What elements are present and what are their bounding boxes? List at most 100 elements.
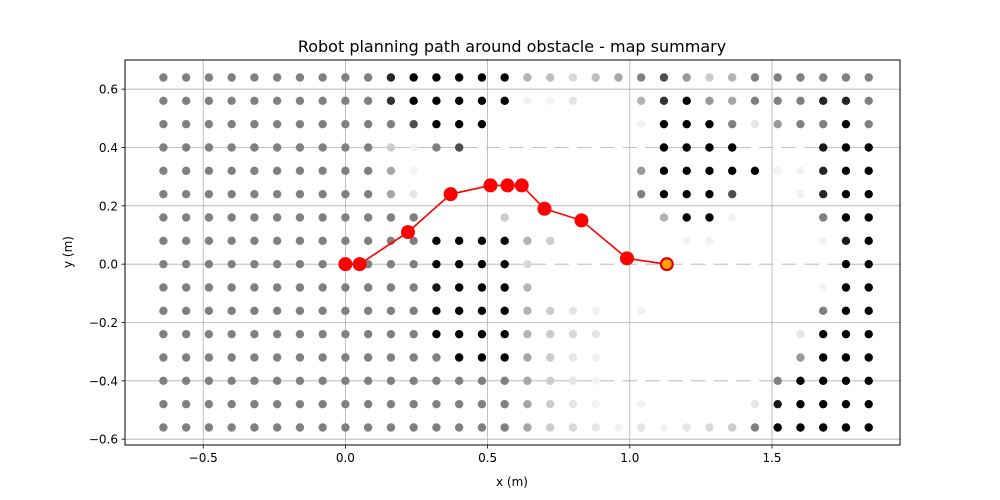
occupancy-cell xyxy=(477,283,487,292)
path-waypoint xyxy=(443,187,458,202)
occupancy-cell xyxy=(250,143,259,152)
occupancy-cell xyxy=(545,376,555,386)
occupancy-cell xyxy=(181,189,191,199)
occupancy-cell xyxy=(773,236,782,246)
occupancy-cell xyxy=(728,143,737,152)
occupancy-cell xyxy=(705,306,714,316)
occupancy-cell xyxy=(272,399,282,409)
occupancy-cell xyxy=(819,259,828,269)
occupancy-cell xyxy=(341,73,350,82)
occupancy-cell xyxy=(341,119,350,129)
x-tick-label: 1.0 xyxy=(620,451,639,465)
occupancy-cell xyxy=(454,399,464,409)
occupancy-cell xyxy=(477,376,487,386)
occupancy-cell xyxy=(181,423,191,432)
occupancy-cell xyxy=(477,329,487,339)
occupancy-cell xyxy=(796,166,805,176)
occupancy-cell xyxy=(796,399,805,409)
occupancy-cell xyxy=(682,143,691,152)
occupancy-cell xyxy=(432,423,441,432)
occupancy-cell xyxy=(545,189,555,199)
occupancy-cell xyxy=(545,119,555,129)
occupancy-cell xyxy=(568,73,578,82)
occupancy-cell xyxy=(819,189,828,199)
occupancy-cell xyxy=(864,236,873,246)
occupancy-cell xyxy=(819,283,828,292)
occupancy-cell xyxy=(386,329,396,339)
occupancy-cell xyxy=(272,376,282,386)
occupancy-cell xyxy=(523,213,532,222)
occupancy-cell xyxy=(773,213,782,222)
occupancy-cell xyxy=(728,236,737,246)
occupancy-cell xyxy=(568,329,578,339)
occupancy-cell xyxy=(500,213,509,222)
occupancy-cell xyxy=(409,119,418,129)
occupancy-cell xyxy=(500,353,509,362)
occupancy-cell xyxy=(409,213,418,222)
occupancy-cell xyxy=(409,329,418,339)
occupancy-cell xyxy=(272,353,282,362)
occupancy-cell xyxy=(227,189,236,199)
occupancy-cell xyxy=(591,329,600,339)
occupancy-cell xyxy=(227,73,236,82)
occupancy-cell xyxy=(295,353,305,362)
occupancy-cell xyxy=(750,259,760,269)
occupancy-cell xyxy=(409,283,418,292)
occupancy-cell xyxy=(454,306,464,316)
occupancy-cell xyxy=(523,73,532,82)
occupancy-cell xyxy=(159,96,168,106)
occupancy-cell xyxy=(568,143,578,152)
occupancy-cell xyxy=(159,143,168,152)
occupancy-cell xyxy=(341,96,350,106)
occupancy-cell xyxy=(363,166,373,176)
occupancy-cell xyxy=(864,213,873,222)
occupancy-cell xyxy=(614,96,623,106)
occupancy-cell xyxy=(568,189,578,199)
occupancy-cell xyxy=(318,73,327,82)
occupancy-cell xyxy=(432,73,441,82)
occupancy-cell xyxy=(227,399,236,409)
occupancy-cell xyxy=(636,189,646,199)
occupancy-cell xyxy=(819,236,828,246)
occupancy-cell xyxy=(181,353,191,362)
occupancy-cell xyxy=(523,189,532,199)
path-waypoint xyxy=(574,213,589,228)
occupancy-cell xyxy=(181,143,191,152)
occupancy-cell xyxy=(477,259,487,269)
occupancy-cell xyxy=(728,376,737,386)
occupancy-cell xyxy=(432,329,441,339)
occupancy-cell xyxy=(841,96,851,106)
occupancy-cell xyxy=(545,96,555,106)
occupancy-cell xyxy=(682,96,691,106)
occupancy-cell xyxy=(728,306,737,316)
occupancy-cell xyxy=(181,306,191,316)
occupancy-cell xyxy=(591,96,600,106)
occupancy-cell xyxy=(659,73,669,82)
occupancy-cell xyxy=(819,96,828,106)
occupancy-cell xyxy=(728,213,737,222)
occupancy-cell xyxy=(386,353,396,362)
occupancy-cell xyxy=(204,236,214,246)
occupancy-cell xyxy=(432,96,441,106)
path-waypoint xyxy=(514,178,529,193)
occupancy-cell xyxy=(682,399,691,409)
occupancy-cell xyxy=(318,236,327,246)
occupancy-cell xyxy=(250,189,259,199)
chart-title: Robot planning path around obstacle - ma… xyxy=(298,37,726,56)
occupancy-cell xyxy=(159,166,168,176)
occupancy-cell xyxy=(591,423,600,432)
occupancy-cell xyxy=(409,236,418,246)
occupancy-cell xyxy=(363,376,373,386)
occupancy-cell xyxy=(568,166,578,176)
occupancy-cell xyxy=(523,423,532,432)
occupancy-cell xyxy=(750,213,760,222)
occupancy-cell xyxy=(523,353,532,362)
occupancy-cell xyxy=(591,143,600,152)
occupancy-cell xyxy=(341,166,350,176)
y-axis-ticks: −0.6 −0.4 −0.2 0.0 0.2 0.4 0.6 xyxy=(89,83,125,447)
occupancy-cell xyxy=(227,376,236,386)
occupancy-cell xyxy=(454,376,464,386)
x-tick-label: 0.0 xyxy=(336,451,355,465)
occupancy-cell xyxy=(659,213,669,222)
occupancy-cell xyxy=(227,283,236,292)
